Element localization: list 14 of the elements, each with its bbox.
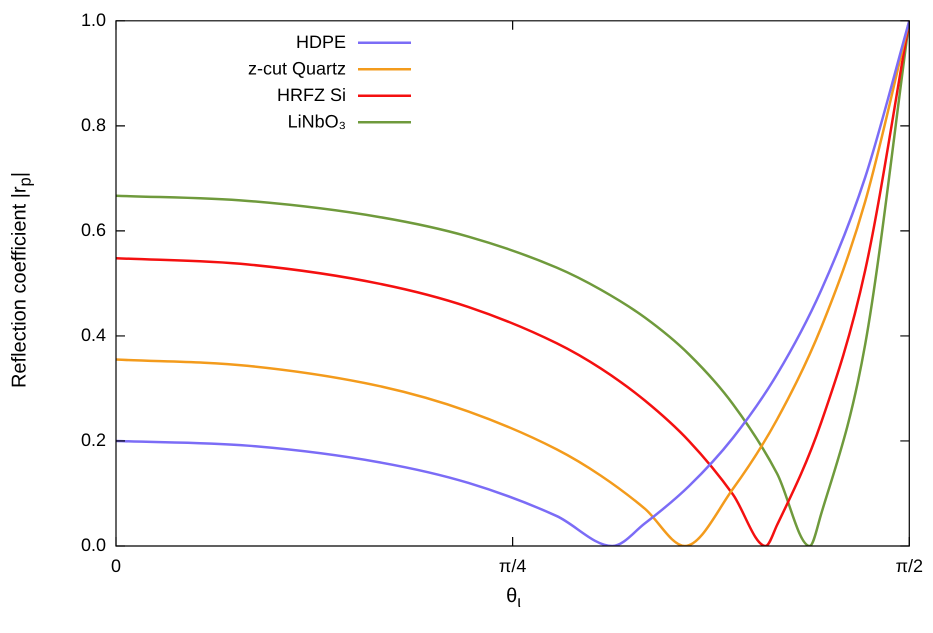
y-tick-label: 0.6 — [80, 220, 106, 240]
legend-label: HDPE — [296, 32, 346, 52]
y-tick-label: 0.0 — [80, 534, 106, 555]
x-tick-label: 0 — [110, 556, 122, 576]
y-tick-label: 1.0 — [80, 10, 106, 30]
x-tick-label: π/4 — [498, 556, 526, 576]
y-tick-label: 0.4 — [80, 324, 106, 345]
x-axis-title: θ$_{ι}$ — [505, 585, 522, 612]
y-tick-label: 0.2 — [80, 430, 106, 450]
x-tick-label: π/2 — [896, 556, 924, 576]
legend-label: HRFZ Si — [277, 84, 346, 105]
legend-label: LiNbO₃ — [288, 111, 346, 132]
y-tick-label: 0.8 — [80, 114, 106, 135]
legend-label: z-cut Quartz — [248, 58, 346, 78]
